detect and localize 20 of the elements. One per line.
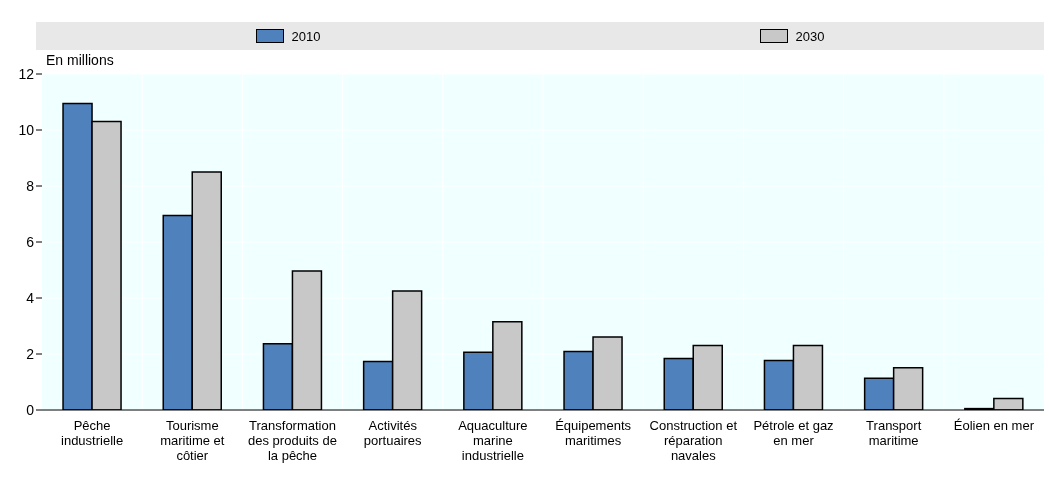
- x-tick-label: Tourisme maritime et côtier: [160, 418, 225, 463]
- y-tick-label: 6: [26, 233, 35, 250]
- x-tick-label: Aquaculture marine industrielle: [458, 418, 528, 463]
- x-tick-label: Transformation des produits de la pêche: [248, 418, 337, 463]
- x-tick-label: Transport maritime: [866, 418, 922, 448]
- y-tick-label: 4: [26, 289, 35, 306]
- x-tick-label: Activités portuaires: [363, 418, 423, 448]
- y-tick-label: 12: [18, 65, 35, 82]
- y-tick-label: 0: [26, 401, 35, 418]
- y-tick-label: 2: [26, 345, 35, 362]
- x-tick-label: Éolien en mer: [953, 418, 1035, 433]
- y-tick-label: 10: [18, 121, 35, 138]
- x-tick-label: Pêche industrielle: [61, 418, 124, 448]
- legend-label: 2010: [291, 28, 321, 44]
- y-axis-title: En millions: [46, 52, 114, 68]
- x-tick-label: Équipements maritimes: [555, 418, 632, 448]
- x-tick-label: Pétrole et gaz en mer: [753, 418, 834, 448]
- y-tick-label: 8: [26, 177, 35, 194]
- x-tick-label: Construction et réparation navales: [649, 418, 738, 463]
- legend-label: 2030: [795, 28, 825, 44]
